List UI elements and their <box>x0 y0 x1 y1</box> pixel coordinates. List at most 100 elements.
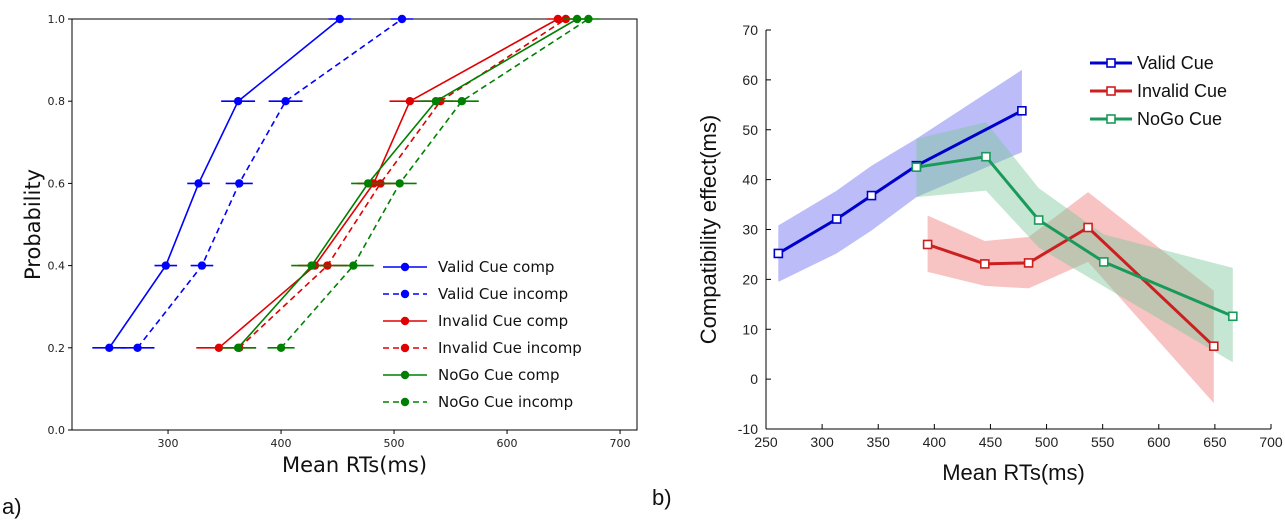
data-point <box>866 190 877 201</box>
panel-label-b: b) <box>652 485 672 510</box>
series-nogo-cue-comp <box>221 14 591 352</box>
y-tick-label: 70 <box>742 22 758 38</box>
y-axis-title: Compatibility effect(ms) <box>696 115 721 344</box>
legend-marker <box>1106 86 1116 96</box>
data-point <box>1228 311 1238 322</box>
x-tick-label: 500 <box>1035 434 1059 450</box>
legend-label: Valid Cue incomp <box>438 285 568 303</box>
data-point <box>405 97 415 106</box>
x-tick-label: 600 <box>497 437 518 450</box>
data-point <box>194 179 203 188</box>
legend-marker <box>400 316 410 326</box>
y-tick-label: 0.8 <box>48 95 66 108</box>
data-point <box>1017 105 1027 116</box>
x-tick-label: 550 <box>1091 434 1115 450</box>
x-tick-label: 600 <box>1147 434 1171 450</box>
x-tick-label: 300 <box>158 437 179 450</box>
y-tick-label: 0.0 <box>48 424 66 437</box>
data-point <box>235 179 244 188</box>
data-point <box>335 14 345 24</box>
x-axis-title: Mean RTs(ms) <box>282 453 427 477</box>
panel-label-a: a) <box>2 494 22 519</box>
data-point <box>1098 257 1109 267</box>
data-point <box>281 97 290 106</box>
legend-marker <box>400 397 410 407</box>
data-point <box>1033 215 1044 225</box>
legend-label: Valid Cue comp <box>438 258 554 276</box>
confidence-band-invalid-cue <box>927 192 1214 404</box>
data-point <box>233 97 243 106</box>
chart-a-rt-distribution: 300 400 500 600 700 0.0 0.2 0.4 0.6 0.8 1.0 Mean RT… <box>21 13 638 477</box>
legend-label: Invalid Cue comp <box>438 312 568 330</box>
data-point <box>397 14 407 24</box>
x-tick-label: 250 <box>754 434 778 450</box>
legend-marker <box>1106 114 1116 124</box>
data-point <box>981 151 991 162</box>
legend-marker <box>400 262 410 272</box>
chart-b-compatibility-effect: 250 300 350 400 450 500 550 600 650 700 -10 0 10 20 30… <box>696 22 1283 485</box>
y-tick-label: 10 <box>742 321 758 337</box>
legend-label: NoGo Cue comp <box>438 366 560 384</box>
y-axis-title: Probability <box>21 169 45 280</box>
legend-marker <box>1106 58 1116 68</box>
data-point <box>161 261 170 270</box>
data-point <box>911 162 922 172</box>
y-tick-label: 60 <box>742 72 758 88</box>
legend-label: NoGo Cue incomp <box>438 393 573 411</box>
data-point <box>1208 341 1219 352</box>
plot-frame <box>71 18 638 431</box>
series-nogo-cue <box>911 151 1238 322</box>
series-nogo-cue-incomp <box>267 14 600 352</box>
x-tick-label: 300 <box>810 434 834 450</box>
y-tick-label: 20 <box>742 271 758 287</box>
y-tick-label: 40 <box>742 172 758 188</box>
y-tick-label: 0.6 <box>48 177 66 190</box>
data-point <box>980 259 990 269</box>
y-tick-label: 50 <box>742 122 758 138</box>
data-point <box>584 14 593 24</box>
y-tick-label: 1.0 <box>48 13 66 26</box>
y-tick-label: 30 <box>742 222 758 238</box>
data-point <box>773 248 784 259</box>
data-point <box>1083 222 1093 233</box>
legend-marker <box>400 370 410 380</box>
data-point <box>349 261 358 270</box>
legend-label: Invalid Cue <box>1137 81 1227 101</box>
series-invalid-cue <box>922 222 1219 352</box>
data-point <box>395 179 404 188</box>
x-axis-title: Mean RTs(ms) <box>942 460 1085 485</box>
data-point <box>457 97 467 106</box>
data-point <box>233 343 243 352</box>
x-tick-label: 400 <box>271 437 292 450</box>
data-point <box>831 214 842 224</box>
legend-label: Invalid Cue incomp <box>438 339 582 357</box>
legend: Valid Cue comp Valid Cue incomp Invalid Cu… <box>383 258 582 411</box>
series-valid-cue-incomp <box>120 14 414 352</box>
legend: Valid Cue Invalid Cue NoGo Cue <box>1090 53 1227 129</box>
series-valid-cue-comp <box>92 14 352 352</box>
y-tick-label: 0 <box>750 371 758 387</box>
legend-label: NoGo Cue <box>1137 109 1222 129</box>
data-point <box>307 261 316 270</box>
data-point <box>214 343 224 352</box>
legend-marker <box>400 289 410 299</box>
x-tick-label: 450 <box>979 434 1003 450</box>
data-point <box>922 239 933 250</box>
y-tick-label: 0.2 <box>48 342 66 355</box>
y-tick-label: 0.4 <box>48 260 66 273</box>
legend-marker <box>400 343 410 353</box>
x-tick-label: 350 <box>867 434 891 450</box>
series-line <box>108 18 341 349</box>
data-point <box>431 97 441 106</box>
x-tick-label: 400 <box>923 434 947 450</box>
data-point <box>133 343 142 352</box>
x-tick-label: 700 <box>610 437 631 450</box>
data-point <box>197 261 207 270</box>
data-point <box>1023 258 1034 268</box>
x-tick-label: 500 <box>384 437 405 450</box>
legend-label: Valid Cue <box>1137 53 1214 73</box>
y-tick-label: -10 <box>738 421 758 437</box>
data-point <box>363 179 373 188</box>
x-tick-label: 700 <box>1259 434 1283 450</box>
